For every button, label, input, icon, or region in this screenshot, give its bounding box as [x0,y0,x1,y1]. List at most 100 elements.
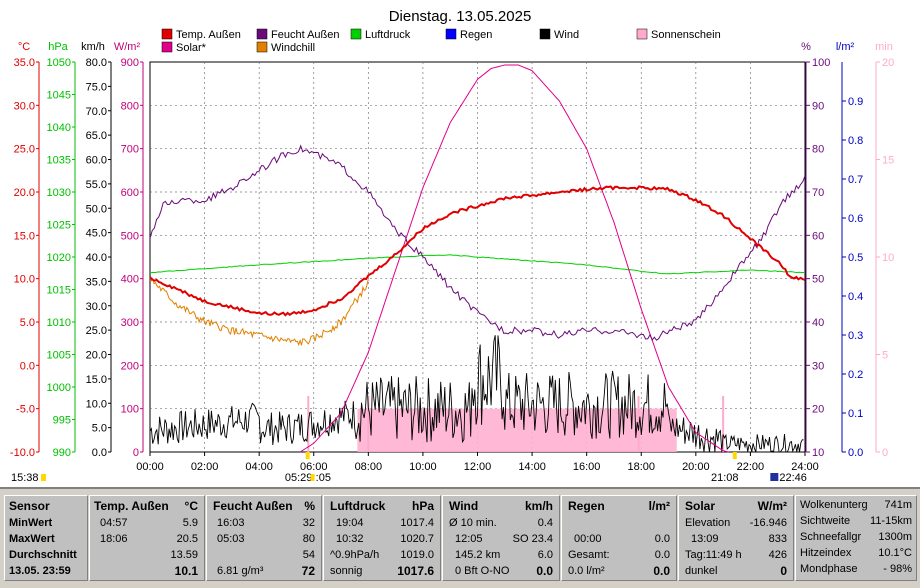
axis-tick-label: 20.0 [86,350,107,362]
axis-tick-label: 200 [121,360,139,372]
heat-index-label: Hitzeindex [800,547,852,559]
sensor-header: Sensor [9,499,50,513]
axis-unit-label: % [801,41,811,53]
plot-grid [150,62,805,452]
axis-tick-label: 1045 [47,90,71,102]
pressure-unit: hPa [411,499,434,513]
rain-rate: 0.0 l/m² [568,565,605,577]
pressure-header: Luftdruck [330,499,386,513]
axis-tick-label: 10.0 [14,274,35,286]
cloud-base-value: 741m [884,499,912,511]
legend-label: Feucht Außen [271,29,340,41]
rain-unit: l/m² [648,499,670,513]
rain-header: Regen [568,499,605,513]
axis-tick-label: 1010 [47,317,71,329]
legend-swatch [256,28,268,40]
x-axis-tick-label: 18:00 [627,461,655,473]
axis-tick-label: 1040 [47,122,71,134]
axis-tick-label: 90 [812,100,824,112]
axis-tick-label: 1030 [47,187,71,199]
legend-swatch [161,28,173,40]
pressure-column: Luftdruck hPa 19:04 1017.4 10:32 1020.7 ^0.… [323,495,441,581]
sun-elevation-label: Elevation [685,517,731,529]
axis-tick-label: 0.9 [848,96,863,108]
current-timestamp: 13.05. 23:59 [9,565,71,577]
axis-tick-label: 1000 [47,382,71,394]
sunrise-label: 05:29 [285,472,313,484]
statistics-panel: Sensor MinWert MaxWert Durchschnitt 13.0… [0,487,920,588]
axis-tick-label: 100 [812,57,830,69]
maxwert-label: MaxWert [9,533,55,545]
axis-tick-label: 15.0 [14,230,35,242]
x-axis-tick-label: 02:00 [191,461,219,473]
axis-tick-label: 1005 [47,350,71,362]
weather-chart: Dienstag. 13.05.2025 Temp. Außen Feucht A… [9,8,895,484]
humidity-max-value: 80 [302,533,315,545]
axis-tick-label: 995 [53,415,71,427]
solar-series-line [299,64,729,453]
solar-unit: W/m² [757,499,787,513]
humidity-unit: % [304,499,315,513]
axis-tick-label: 70.0 [86,106,107,118]
axis-tick-label: 0.0 [92,447,107,459]
absolute-humidity: 6.81 g/m³ [217,565,264,577]
plot-series [149,64,806,453]
wind-run: 145.2 km [455,549,501,561]
temp-min-value: 5.9 [182,517,198,529]
pressure-current: 1017.6 [397,564,434,578]
axis-tick-label: 35.0 [86,276,107,288]
axis-tick-label: 1035 [47,155,71,167]
temp-max-time: 18:06 [100,533,128,545]
cloud-base-label: Wolkenunterg [800,499,868,511]
axis-tick-label: 0.3 [848,330,863,342]
x-axis-tick-label: 20:00 [682,461,710,473]
axis-tick-label: 20.0 [14,187,35,199]
axis-tick-label: 500 [121,230,139,242]
axis-tick-label: 45.0 [86,228,107,240]
rain-max-value: 0.0 [654,533,670,545]
sunshine-block [357,408,677,452]
x-axis-tick-label: 14:00 [518,461,546,473]
pressure-series-line [149,254,806,275]
axis-tick-label: 300 [121,317,139,329]
moon-marker [41,474,46,481]
temp-header: Temp. Außen [94,499,169,513]
heat-index-value: 10.1°C [878,547,912,559]
humidity-min-value: 32 [302,517,315,529]
sun-elevation-value: -16.946 [749,517,787,529]
axis-tick-label: 400 [121,274,139,286]
moonset-marker [770,473,779,481]
visibility-label: Sichtweite [800,515,851,527]
left-axes: °C 35.0 30.0 25.0 20.0 15.0 10.0 5.0 0.0 -5.0 -10.… [10,41,144,459]
axis-tick-label: 30.0 [86,301,107,313]
wind-current: 0.0 [536,564,553,578]
x-axis-tick-label: 06:00 [300,461,328,473]
axis-unit-label: min [875,41,893,53]
axis-tick-label: 40.0 [86,252,107,264]
visibility-value: 11-15km [870,515,912,527]
x-axis-tick-label: 04:00 [245,461,273,473]
x-axis-tick-label: 16:00 [573,461,601,473]
axis-tick-label: 25.0 [86,325,107,337]
axis-tick-label: 60 [812,230,824,242]
legend-swatch [539,28,551,40]
minwert-label: MinWert [9,517,53,529]
temp-min-time: 04:57 [100,517,128,529]
axis-tick-label: 65.0 [86,130,107,142]
moonset-label: 22:46 [779,472,807,484]
humidity-header: Feucht Außen [213,499,293,513]
pressure-trend: ^0.9hPa/h [330,549,380,561]
axis-tick-label: 600 [121,187,139,199]
sensor-column: Sensor MinWert MaxWert Durchschnitt 13.0… [4,495,88,581]
moon-phase-value: - 98% [883,563,912,575]
legend-swatch [445,28,457,40]
moon-phase-label: Mondphase [800,563,858,575]
axis-tick-label: 70 [812,187,824,199]
axis-tick-label: 20 [882,57,894,69]
sunset-label: 21:08 [711,472,739,484]
moonrise-marker [310,474,315,481]
axis-tick-label: 75.0 [86,81,107,93]
legend-swatch [350,28,362,40]
moon-time-label: 15:38 [11,472,39,484]
legend-label: Wind [554,29,579,41]
